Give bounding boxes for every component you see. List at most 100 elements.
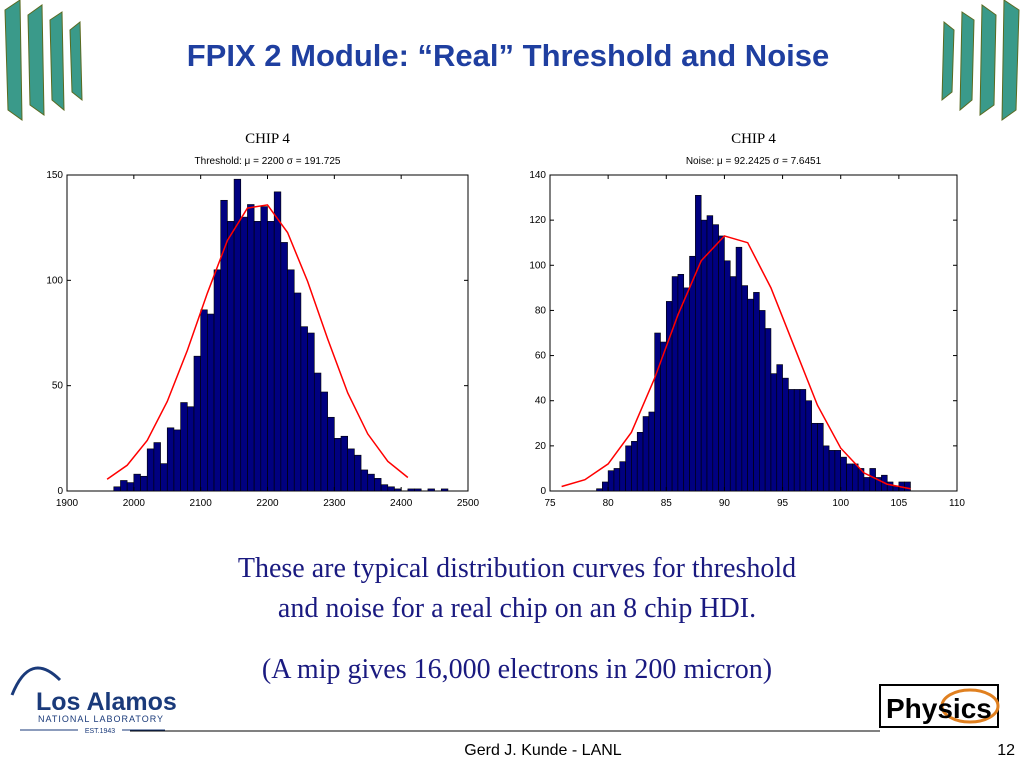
bar — [407, 488, 415, 492]
bar — [307, 332, 315, 492]
bar — [213, 269, 222, 492]
bar — [247, 204, 255, 492]
bar — [146, 448, 155, 492]
bar — [828, 450, 836, 492]
bar — [776, 364, 783, 492]
bar — [427, 488, 435, 492]
bar — [817, 422, 824, 492]
bar — [689, 255, 696, 492]
bar — [193, 355, 201, 492]
bar — [360, 469, 369, 492]
x-tick-label: 1900 — [56, 498, 79, 509]
bar — [596, 488, 603, 492]
bar — [166, 427, 175, 492]
x-tick-label: 2400 — [390, 498, 413, 509]
x-tick-label: 85 — [661, 498, 673, 509]
footer: Gerd J. Kunde - LANL — [464, 742, 622, 759]
bar — [180, 402, 188, 492]
chart-title: Threshold: μ = 2200 σ = 191.725 — [195, 156, 341, 167]
bar — [327, 416, 335, 492]
x-tick-label: 110 — [949, 498, 965, 509]
bar — [280, 242, 288, 492]
bar — [793, 389, 801, 492]
bar — [313, 372, 322, 492]
bar — [200, 309, 208, 492]
decor-right — [941, 0, 1020, 121]
bar — [602, 481, 609, 492]
y-tick-label: 80 — [535, 305, 547, 316]
bar — [440, 488, 449, 492]
bar — [904, 481, 911, 492]
bar — [729, 276, 737, 492]
bar — [886, 481, 894, 492]
page-number: 12 — [997, 742, 1015, 759]
y-tick-label: 150 — [46, 170, 63, 181]
bar — [799, 389, 807, 492]
bar — [642, 416, 650, 492]
x-tick-label: 80 — [603, 498, 615, 509]
bar — [320, 391, 328, 492]
body-text: and noise for a real chip on an 8 chip H… — [278, 593, 756, 624]
y-tick-label: 60 — [535, 351, 547, 362]
bar — [300, 326, 308, 492]
y-tick-label: 100 — [46, 275, 63, 286]
bar — [207, 313, 215, 492]
bar — [374, 478, 382, 492]
chart-heading: CHIP 4 — [731, 131, 776, 147]
bar — [387, 486, 395, 492]
chart-heading: CHIP 4 — [245, 131, 290, 147]
bar — [811, 422, 818, 492]
body-text: (A mip gives 16,000 electrons in 200 mic… — [262, 654, 772, 685]
logo-swoosh — [10, 666, 62, 696]
bar — [805, 400, 812, 492]
bar — [631, 441, 638, 492]
y-tick-label: 120 — [529, 215, 546, 226]
bar — [683, 287, 690, 492]
bar — [648, 411, 655, 492]
bar — [347, 448, 355, 492]
bar — [747, 298, 754, 492]
bar — [354, 454, 362, 492]
bar — [869, 468, 876, 492]
bar — [619, 461, 626, 492]
bar — [160, 463, 168, 492]
bar — [840, 456, 847, 492]
bar — [863, 477, 871, 492]
bar — [753, 292, 760, 492]
bar — [712, 224, 719, 492]
bar — [607, 470, 615, 492]
y-tick-label: 20 — [535, 441, 547, 452]
x-tick-label: 2500 — [457, 498, 480, 509]
bar — [759, 310, 766, 492]
bar — [741, 285, 748, 492]
bar — [613, 468, 621, 492]
bar — [126, 482, 135, 492]
bar — [654, 332, 661, 492]
bar — [735, 246, 743, 492]
chart-title: Noise: μ = 92.2425 σ = 7.6451 — [686, 156, 822, 167]
bar — [227, 221, 235, 492]
bar — [625, 445, 632, 492]
bar — [724, 260, 731, 492]
bar — [788, 389, 795, 492]
bar — [414, 488, 422, 492]
y-tick-label: 140 — [529, 170, 546, 181]
fit-curve — [561, 235, 911, 490]
bar — [660, 341, 667, 492]
bar — [671, 276, 679, 492]
bar — [267, 221, 275, 492]
bar — [240, 216, 248, 492]
bar — [770, 373, 778, 492]
bar — [187, 406, 195, 492]
badge-text: Physics — [886, 693, 992, 724]
y-tick-label: 0 — [540, 486, 546, 497]
bar — [153, 442, 161, 492]
bar — [822, 445, 830, 492]
x-tick-label: 90 — [719, 498, 731, 509]
bar — [133, 473, 141, 492]
bar — [253, 221, 262, 492]
bar — [173, 429, 181, 492]
decor-left — [4, 0, 83, 121]
